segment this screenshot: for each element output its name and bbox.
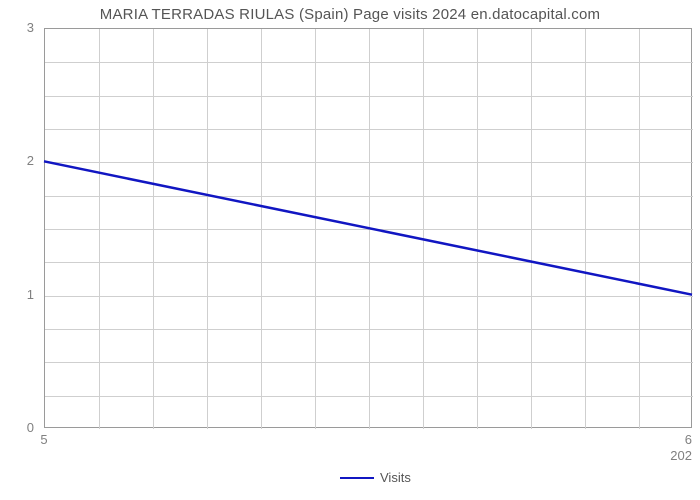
y-tick-label: 2 [0,153,34,168]
y-tick-label: 3 [0,20,34,35]
legend-line [340,477,374,479]
legend-label: Visits [380,470,411,485]
y-tick-label: 0 [0,420,34,435]
x-tick-label-right-bottom: 202 [662,448,692,463]
chart-container: MARIA TERRADAS RIULAS (Spain) Page visit… [0,0,700,500]
legend: Visits [340,470,411,485]
y-tick-label: 1 [0,287,34,302]
line-series [0,0,700,500]
series-line [44,161,692,294]
x-tick-label-right-top: 6 [672,432,692,447]
x-tick-label-left: 5 [34,432,54,447]
